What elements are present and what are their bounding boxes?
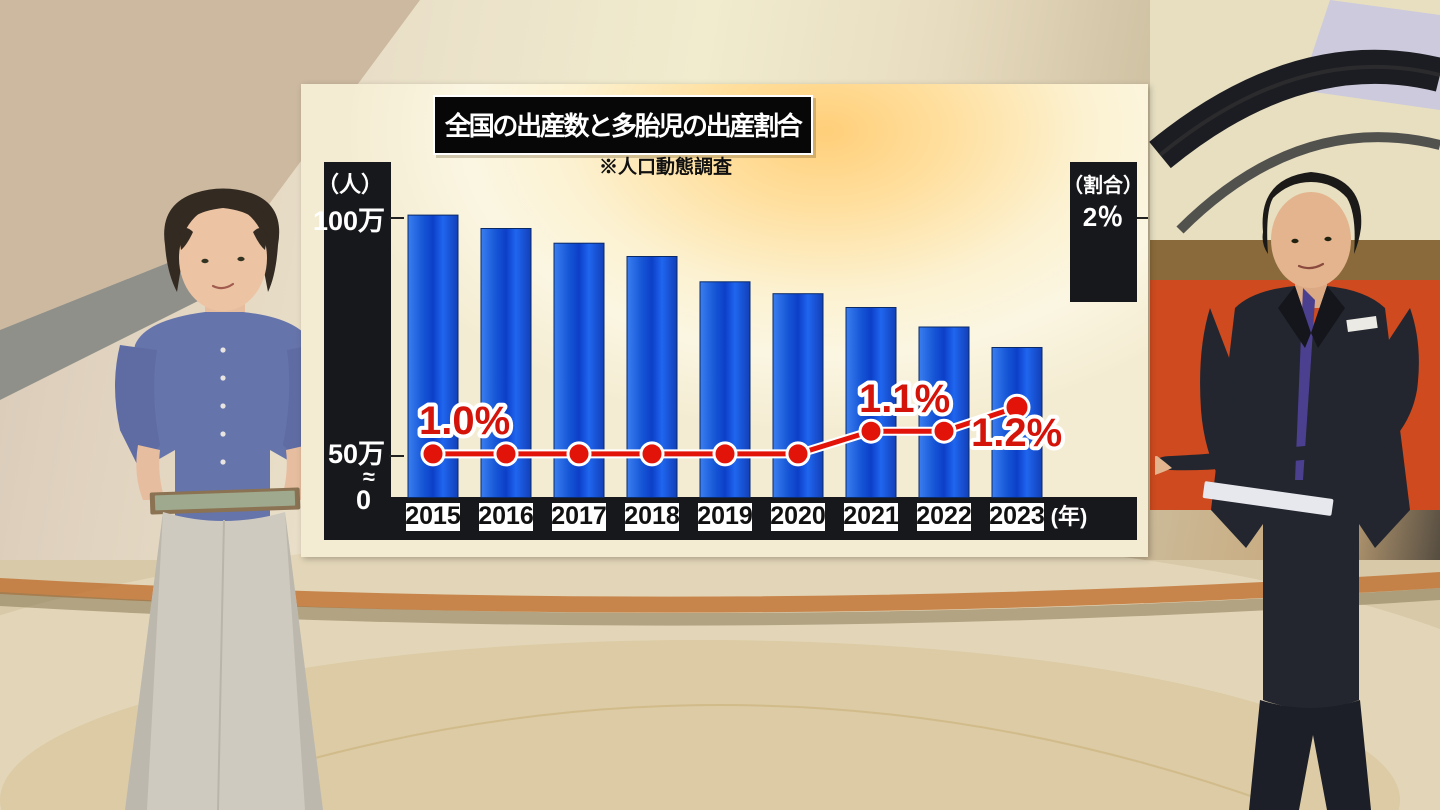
svg-text:2017: 2017	[551, 502, 607, 530]
svg-text:1.1%: 1.1%	[859, 377, 950, 421]
svg-text:2023: 2023	[989, 502, 1045, 530]
svg-text:2019: 2019	[697, 502, 753, 530]
svg-text:2022: 2022	[916, 502, 972, 530]
svg-text:0: 0	[356, 485, 371, 515]
svg-text:100万: 100万	[313, 206, 385, 236]
svg-text:1.2%: 1.2%	[971, 411, 1062, 455]
svg-text:2020: 2020	[770, 502, 826, 530]
svg-text:50万: 50万	[328, 439, 385, 469]
svg-text:2015: 2015	[405, 502, 461, 530]
svg-text:2016: 2016	[478, 502, 534, 530]
svg-text:(年): (年)	[1051, 504, 1088, 529]
svg-text:2021: 2021	[843, 502, 899, 530]
svg-text:2018: 2018	[624, 502, 680, 530]
svg-text:（人）: （人）	[317, 172, 383, 197]
svg-text:（割合）: （割合）	[1063, 173, 1143, 197]
svg-text:2％: 2％	[1083, 202, 1123, 232]
svg-text:1.0%: 1.0%	[419, 399, 510, 443]
